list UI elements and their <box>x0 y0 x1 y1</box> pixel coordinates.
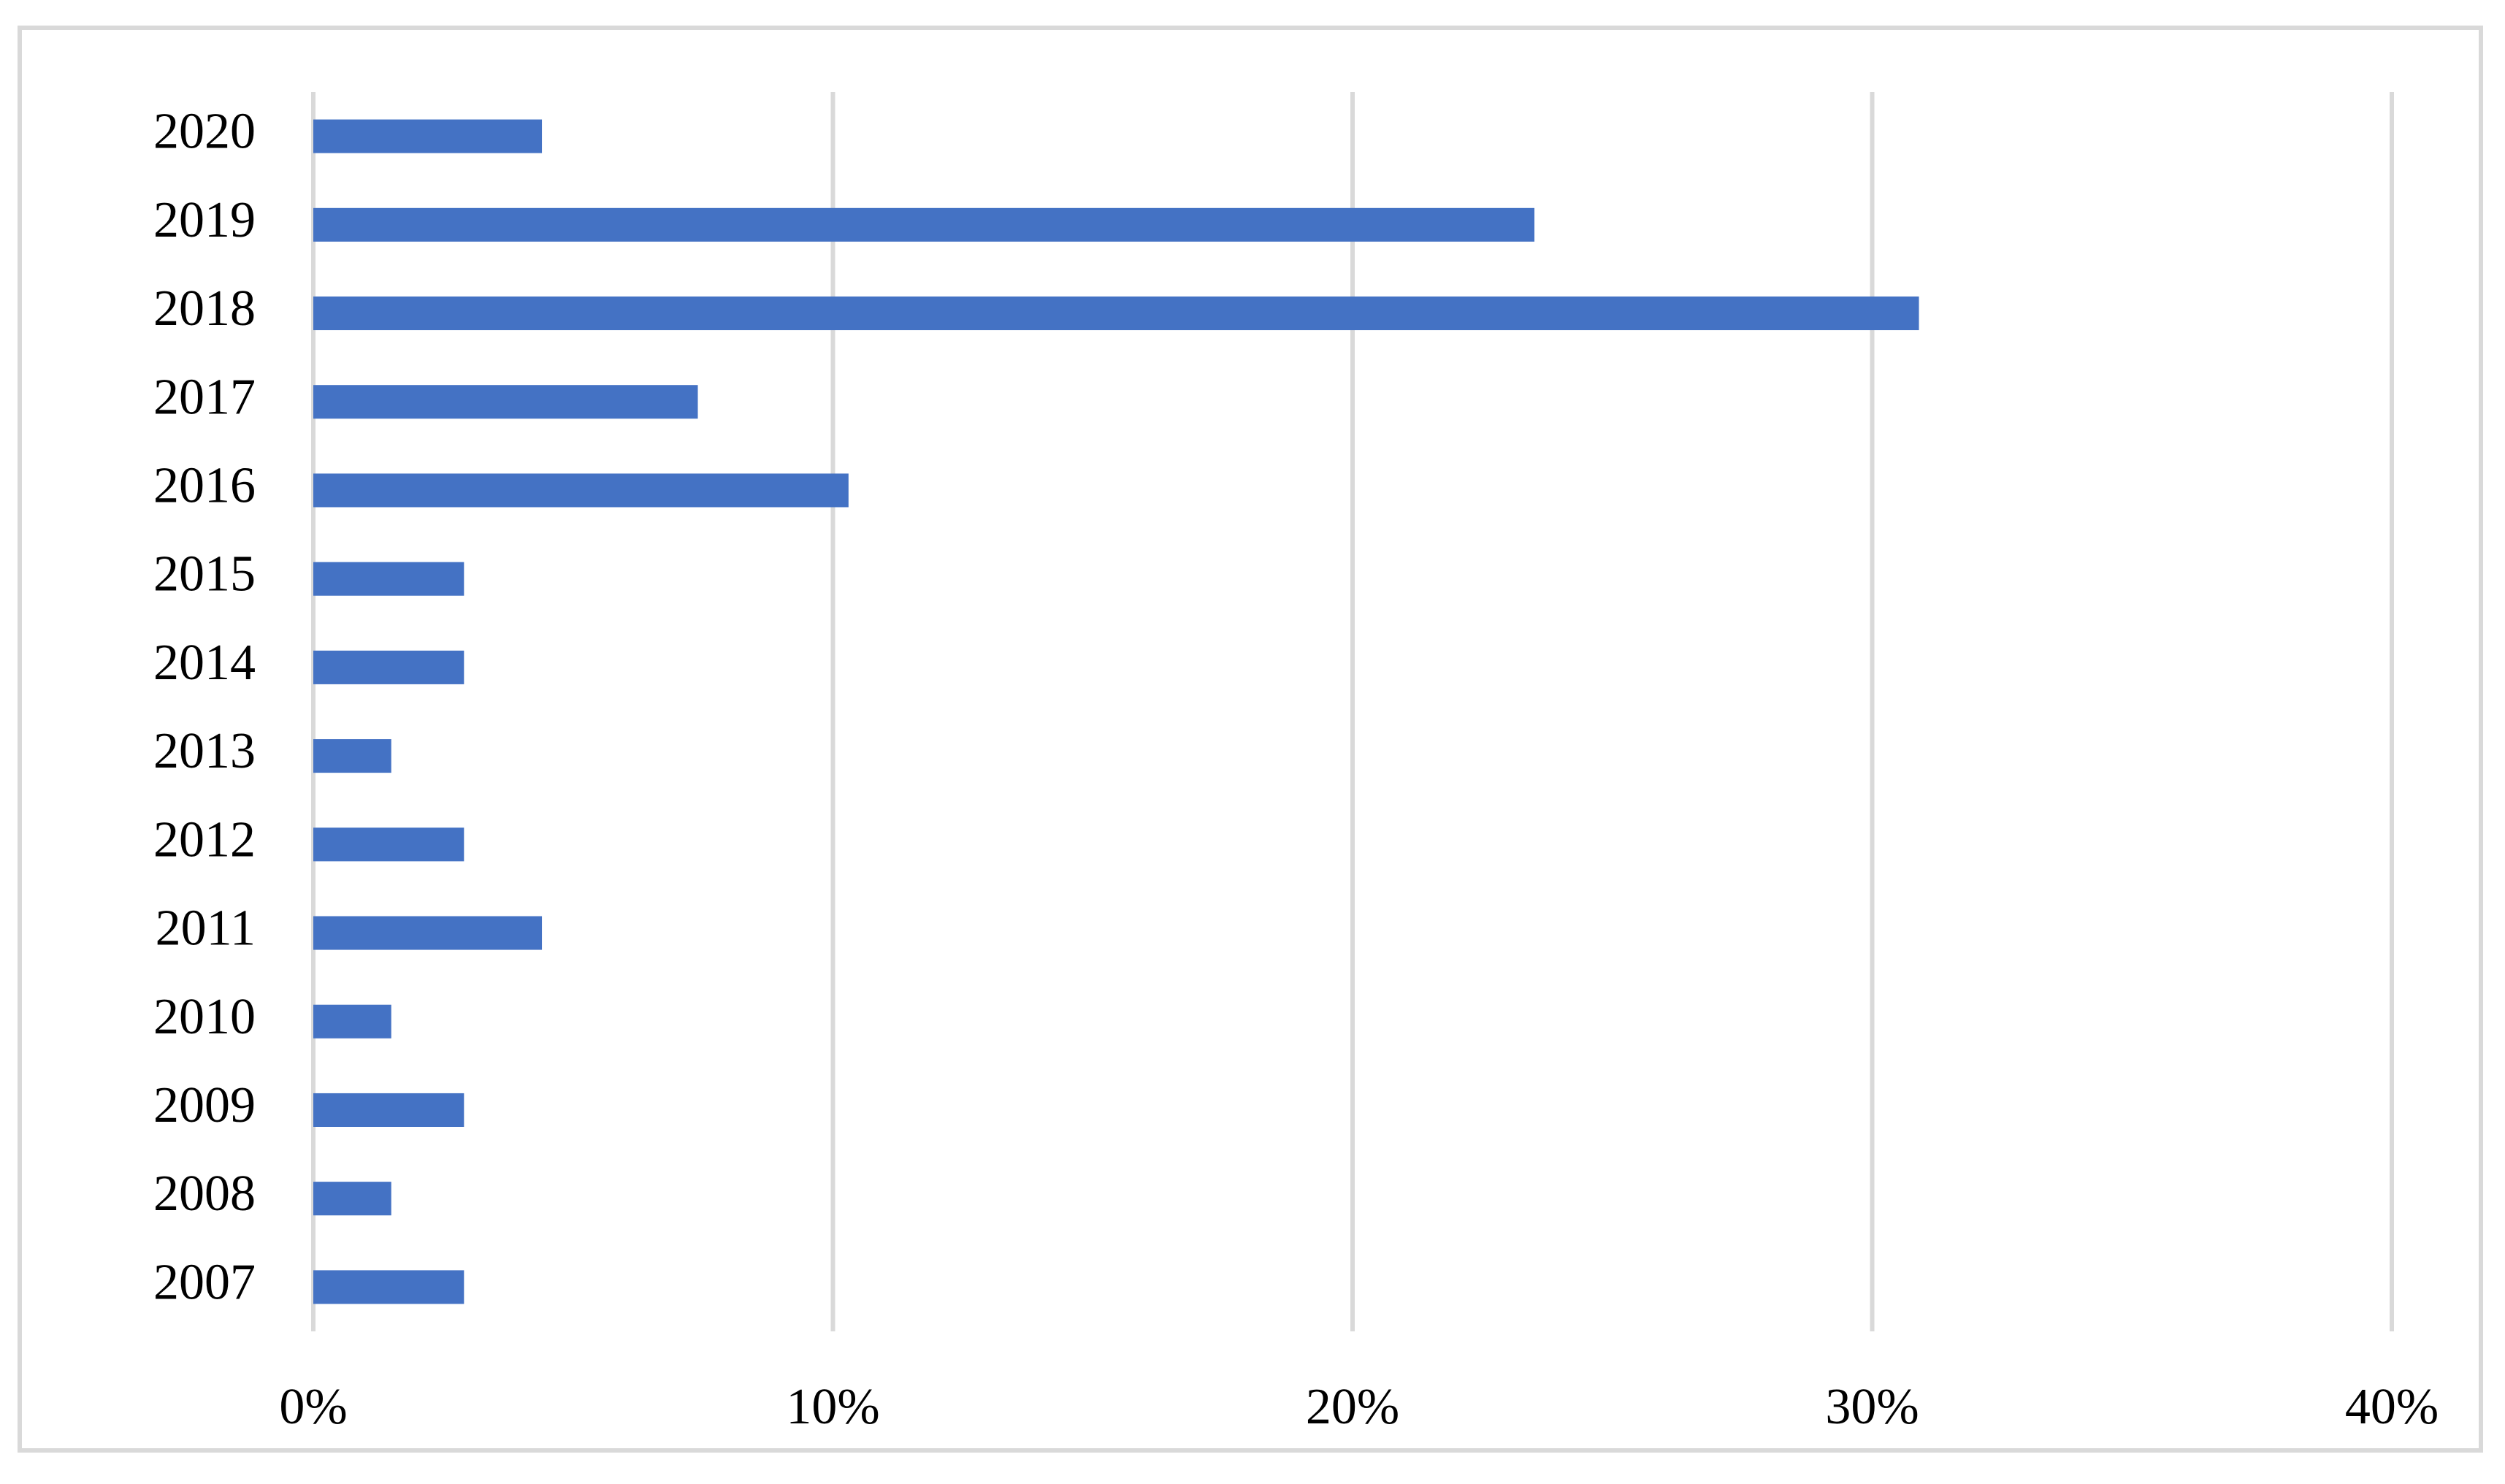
bar <box>313 385 698 419</box>
y-tick-label: 2015 <box>153 546 256 603</box>
bar <box>313 297 1919 331</box>
bar <box>313 827 464 862</box>
bar <box>313 119 543 153</box>
bar <box>313 1182 391 1216</box>
bar <box>313 1270 464 1304</box>
chart-border <box>18 26 2483 1453</box>
bar <box>313 739 391 773</box>
x-tick-label: 20% <box>1306 1379 1399 1435</box>
x-tick-label: 0% <box>279 1379 347 1435</box>
y-tick-label: 2007 <box>153 1254 256 1310</box>
y-tick-label: 2018 <box>153 280 256 337</box>
y-tick-label: 2017 <box>153 369 256 425</box>
y-tick-label: 2014 <box>153 635 256 691</box>
bar <box>313 650 464 684</box>
y-tick-label: 2019 <box>153 192 256 248</box>
y-tick-label: 2013 <box>153 723 256 779</box>
bar <box>313 916 543 950</box>
y-tick-label: 2012 <box>153 811 256 868</box>
bar <box>313 1093 464 1127</box>
y-tick-label: 2016 <box>153 458 256 514</box>
y-tick-label: 2009 <box>153 1077 256 1133</box>
y-tick-label: 2010 <box>153 989 256 1045</box>
bar <box>313 473 849 508</box>
x-tick-label: 10% <box>786 1379 879 1435</box>
bar <box>313 207 1535 242</box>
y-tick-label: 2008 <box>153 1166 256 1222</box>
bar <box>313 562 464 596</box>
y-tick-label: 2011 <box>156 900 256 957</box>
bar <box>313 1004 391 1039</box>
x-tick-label: 30% <box>1825 1379 1919 1435</box>
y-tick-label: 2020 <box>153 104 256 160</box>
x-tick-label: 40% <box>2345 1379 2439 1435</box>
